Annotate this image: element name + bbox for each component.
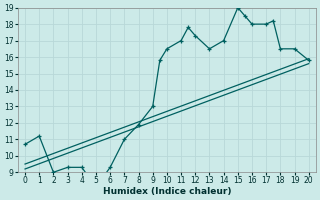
X-axis label: Humidex (Indice chaleur): Humidex (Indice chaleur) [103,187,231,196]
